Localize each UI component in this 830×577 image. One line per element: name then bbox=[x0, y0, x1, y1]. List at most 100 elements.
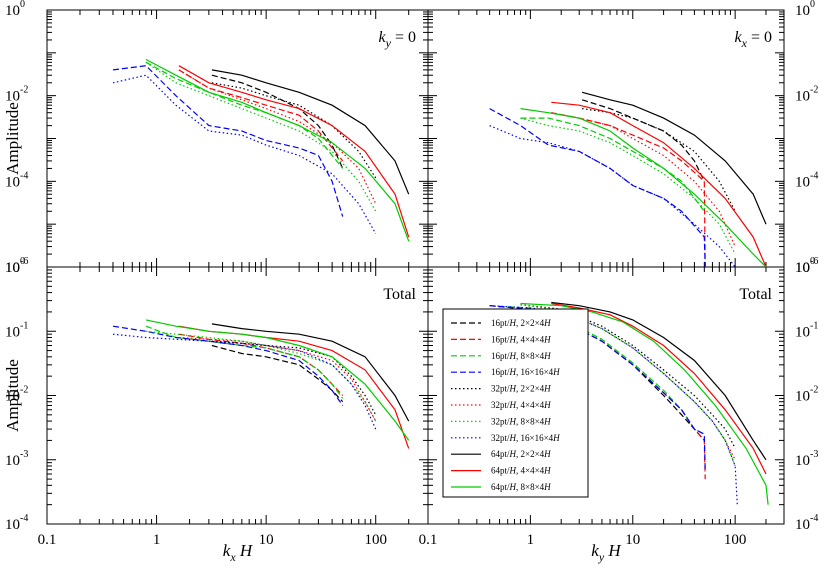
legend-label-h: H bbox=[509, 466, 517, 476]
y-tick-base: 10 bbox=[795, 324, 810, 340]
x-axis-title: ky H bbox=[591, 541, 622, 564]
series-line bbox=[520, 117, 705, 212]
y-axis-title: Amplitude bbox=[3, 102, 22, 175]
y-tick-exponent: -4 bbox=[810, 513, 818, 524]
x-tick-label: 1 bbox=[153, 532, 161, 548]
legend-label-pt: 32pt/ bbox=[491, 416, 510, 426]
legend-label-h: H bbox=[509, 449, 517, 459]
panel-frame-top-right bbox=[427, 9, 785, 268]
legend-label-dims: , 2×2×4 bbox=[516, 384, 545, 394]
legend-label: 32pt/H, 4×4×4H bbox=[491, 400, 551, 410]
legend-label: 32pt/H, 2×2×4H bbox=[491, 384, 551, 394]
panel-label-value: Total bbox=[739, 286, 772, 303]
series-line bbox=[145, 319, 410, 441]
series-line bbox=[112, 333, 377, 430]
legend-label: 32pt/H, 16×16×4H bbox=[491, 433, 560, 443]
legend-label-pt: 32pt/ bbox=[491, 400, 510, 410]
legend-label-h: H bbox=[509, 482, 517, 492]
x-tick-label: 10 bbox=[625, 532, 640, 548]
x-tick-label: 1 bbox=[527, 532, 535, 548]
series-line bbox=[211, 323, 410, 422]
panel-label-var: k bbox=[735, 29, 743, 46]
series-line bbox=[112, 65, 344, 217]
legend-label-h: H bbox=[509, 384, 517, 394]
legend-label: 64pt/H, 2×2×4H bbox=[491, 449, 551, 459]
y-tick-base: 10 bbox=[795, 174, 810, 190]
series-line bbox=[211, 69, 410, 195]
y-tick-exponent: 0 bbox=[20, 0, 25, 10]
legend-label-h2: H bbox=[543, 351, 551, 361]
y-tick-base: 10 bbox=[5, 260, 20, 276]
legend-label: 64pt/H, 4×4×4H bbox=[491, 466, 551, 476]
legend-label: 16pt/H, 8×8×4H bbox=[491, 351, 551, 361]
panel-frame-top-left bbox=[46, 9, 429, 268]
series-line bbox=[112, 325, 344, 406]
panel-label: Total bbox=[383, 286, 416, 303]
x-axis-suffix: H bbox=[604, 541, 622, 560]
y-tick-label: 100 bbox=[5, 0, 25, 19]
legend-label-h: H bbox=[509, 334, 517, 344]
panel-label: Total bbox=[739, 286, 772, 303]
y-tick-label: 10-1 bbox=[795, 320, 818, 340]
series-line bbox=[551, 302, 767, 475]
y-tick-base: 10 bbox=[5, 324, 20, 340]
y-tick-base: 10 bbox=[795, 453, 810, 469]
y-tick-exponent: -6 bbox=[810, 256, 818, 267]
y-tick-base: 10 bbox=[5, 260, 20, 276]
legend-label-h2: H bbox=[543, 416, 551, 426]
y-tick-base: 10 bbox=[795, 89, 810, 105]
x-axis-var: k bbox=[223, 541, 231, 560]
y-tick-exponent: -1 bbox=[810, 320, 818, 331]
legend-label-dims: , 2×2×4 bbox=[516, 318, 545, 328]
series-line bbox=[520, 108, 767, 267]
x-tick-label: 0.1 bbox=[38, 532, 57, 548]
series-line bbox=[178, 336, 377, 422]
y-tick-exponent: -2 bbox=[20, 385, 28, 396]
y-tick-label: 10-4 bbox=[5, 513, 28, 533]
panel-label-subscript: x bbox=[741, 36, 748, 50]
legend-label-h2: H bbox=[543, 384, 551, 394]
legend-label-h: H bbox=[509, 400, 517, 410]
x-tick-label: 100 bbox=[724, 532, 747, 548]
legend-label-dims: , 4×4×4 bbox=[516, 466, 545, 476]
y-tick-base: 10 bbox=[795, 389, 810, 405]
y-tick-exponent: -2 bbox=[810, 85, 818, 96]
y-tick-label: 10-6 bbox=[795, 256, 818, 276]
panel-label-var: k bbox=[379, 29, 387, 46]
y-tick-base: 10 bbox=[5, 517, 20, 533]
x-axis-subscript: y bbox=[598, 550, 605, 564]
y-tick-base: 10 bbox=[795, 517, 810, 533]
legend-label-h2: H bbox=[543, 466, 551, 476]
legend-label-dims: , 2×2×4 bbox=[516, 449, 545, 459]
y-tick-exponent: -2 bbox=[20, 85, 28, 96]
legend-label-dims: , 8×8×4 bbox=[516, 482, 545, 492]
y-tick-exponent: 0 bbox=[810, 256, 815, 267]
y-tick-label: 10-6 bbox=[5, 256, 28, 276]
series-line bbox=[178, 69, 377, 204]
y-tick-label: 10-1 bbox=[5, 320, 28, 340]
x-axis-suffix: H bbox=[236, 541, 254, 560]
y-tick-base: 10 bbox=[795, 260, 810, 276]
series-line bbox=[489, 305, 738, 505]
legend-label-pt: 64pt/ bbox=[491, 449, 510, 459]
y-tick-exponent: -2 bbox=[810, 385, 818, 396]
legend-label-pt: 16pt/ bbox=[491, 351, 510, 361]
series-line bbox=[145, 330, 377, 422]
legend-label: 32pt/H, 8×8×4H bbox=[491, 416, 551, 426]
legend-label-h2: H bbox=[543, 334, 551, 344]
x-tick-label: 100 bbox=[364, 532, 387, 548]
legend-label-dims: , 8×8×4 bbox=[516, 416, 545, 426]
legend-label-pt: 16pt/ bbox=[491, 318, 510, 328]
y-tick-label: 100 bbox=[795, 0, 815, 19]
y-tick-exponent: -4 bbox=[810, 170, 818, 181]
series-line bbox=[211, 340, 377, 416]
legend-label-dims: , 4×4×4 bbox=[516, 400, 545, 410]
legend-label: 16pt/H, 16×16×4H bbox=[491, 367, 560, 377]
legend-label-pt: 16pt/ bbox=[491, 334, 510, 344]
y-tick-label: 10-4 bbox=[5, 170, 28, 190]
y-tick-exponent: -6 bbox=[20, 256, 28, 267]
y-tick-base: 10 bbox=[5, 3, 20, 19]
y-tick-base: 10 bbox=[5, 453, 20, 469]
series-line bbox=[551, 112, 706, 267]
